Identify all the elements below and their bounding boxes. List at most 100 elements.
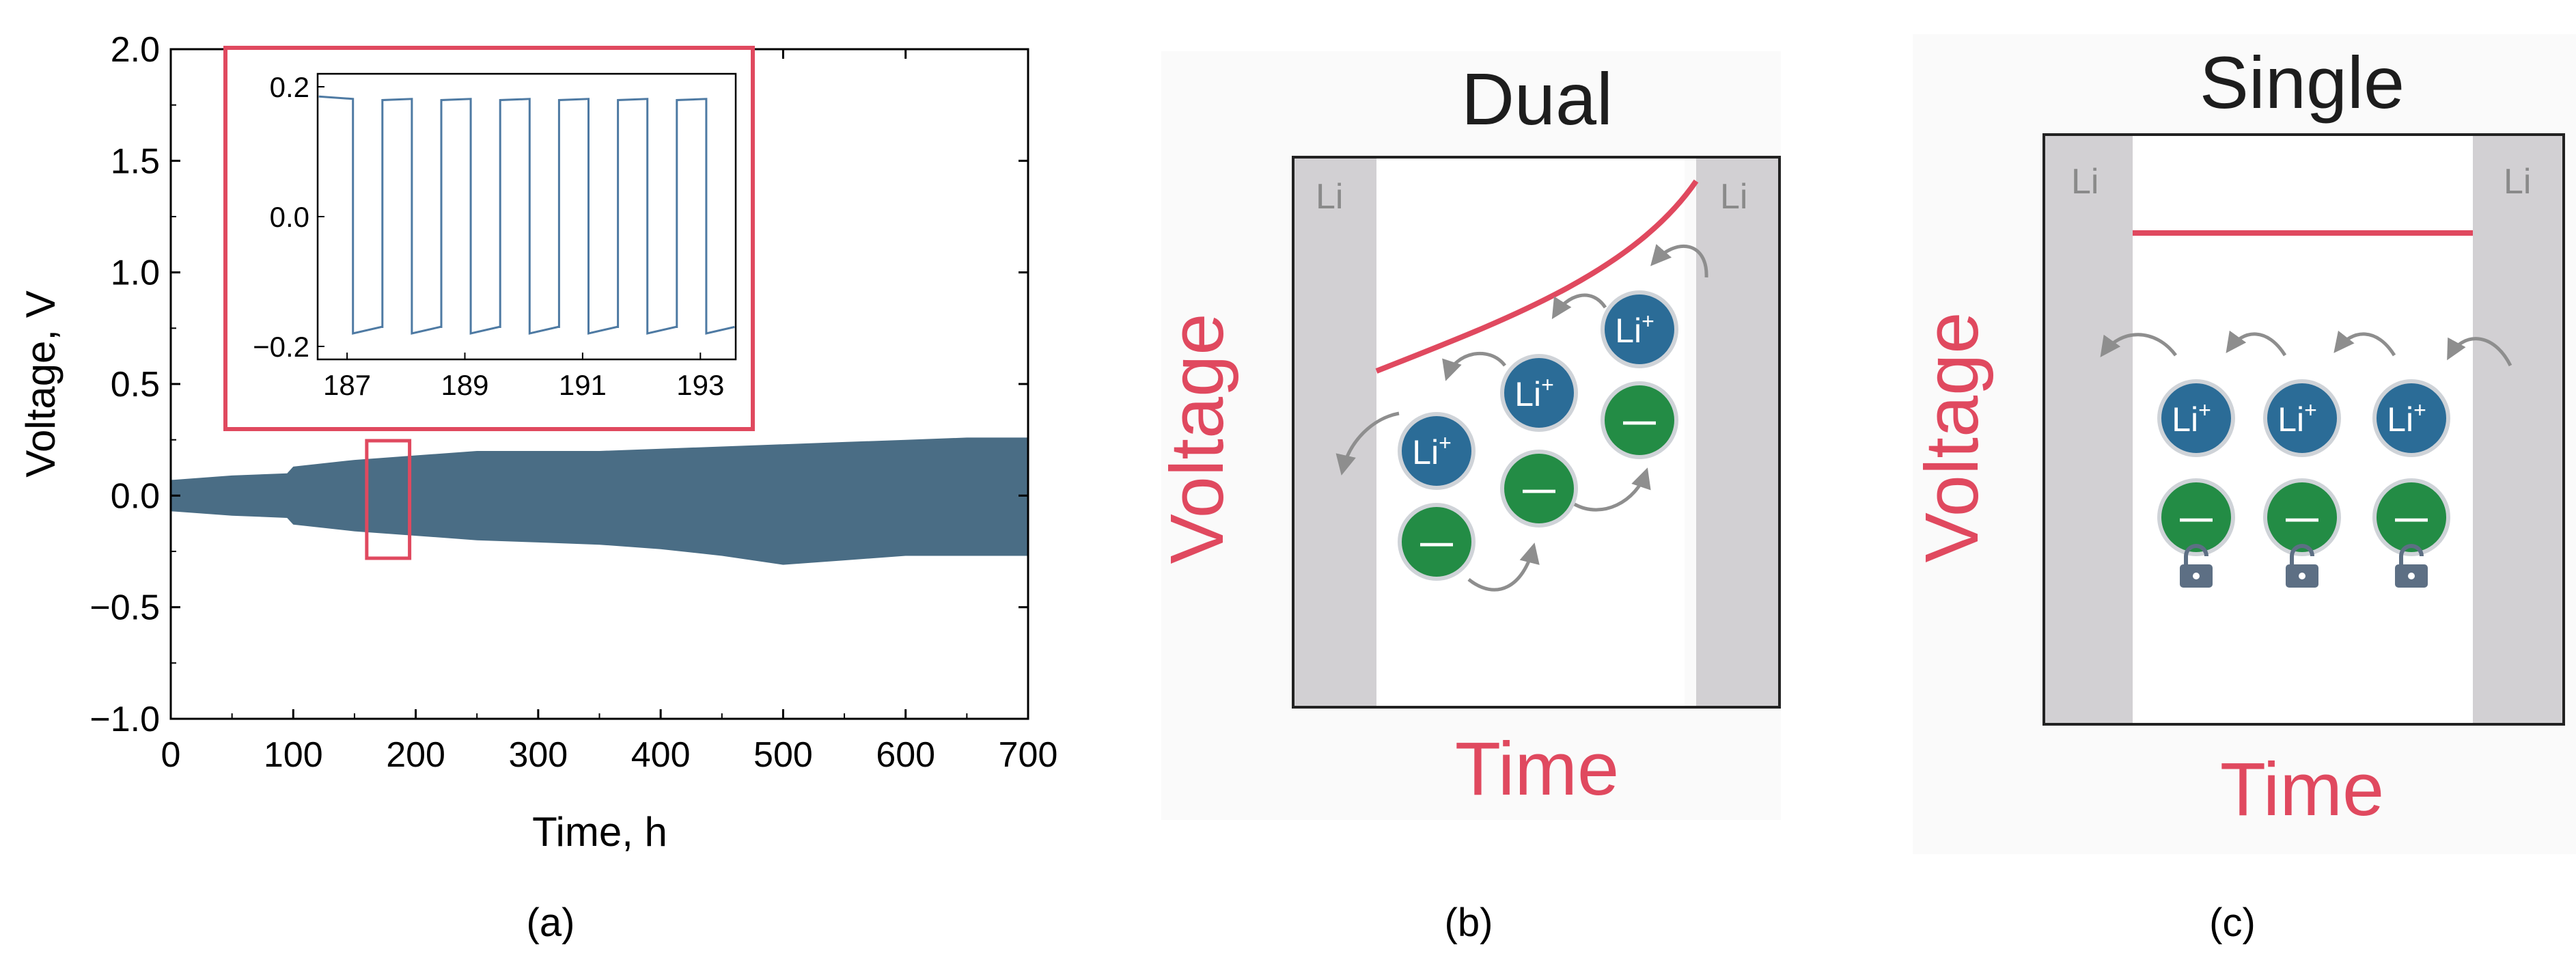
cation: Li+	[2372, 379, 2450, 457]
ion-flow-arrows	[1335, 244, 1708, 592]
anion: —	[2372, 478, 2450, 556]
x-axis-label: Time, h	[532, 809, 667, 855]
inset-frame	[223, 46, 755, 431]
anion: —	[1398, 503, 1476, 581]
right-electrode-label: Li	[1720, 177, 1747, 217]
inset-square-wave	[318, 95, 735, 335]
x-tick-label: 400	[631, 735, 691, 775]
cation-label: Li	[1514, 375, 1541, 413]
y-tick-label: 1.0	[111, 253, 160, 293]
panel-c-frame	[2042, 133, 2565, 726]
left-electrode	[2044, 135, 2133, 724]
voltage-envelope	[171, 437, 1028, 565]
ion-flow-arrows	[2100, 330, 2512, 367]
voltage-curve-rising	[1375, 179, 1699, 374]
cation: Li+	[1601, 290, 1678, 368]
panel-b-title: Dual	[1461, 57, 1613, 140]
y-tick-label: 0.5	[111, 365, 160, 404]
anion-symbol: —	[2180, 500, 2213, 536]
anion: —	[1601, 381, 1678, 459]
arrow-icon	[1335, 411, 1400, 476]
anion: —	[2263, 478, 2341, 556]
arrow-icon	[1467, 543, 1540, 592]
svg-text:Li+: Li+	[2387, 398, 2426, 439]
x-tick-label: 600	[876, 735, 935, 775]
caption-c: (c)	[2209, 901, 2256, 945]
panel-b-diagram: Dual Li Li Voltage Time Li+ Li+ Li+ — —	[1155, 51, 1781, 820]
y-tick-label: −1.0	[89, 700, 160, 739]
arrow-icon	[2100, 333, 2177, 357]
arrow-icon	[2447, 337, 2512, 367]
caption-b: (b)	[1445, 901, 1493, 945]
cation-charge: +	[2198, 398, 2211, 422]
panel-c-x-label: Time	[2220, 748, 2384, 832]
left-electrode-label: Li	[1316, 177, 1343, 217]
anion-symbol: —	[1623, 403, 1656, 439]
lock-icon	[2395, 544, 2428, 588]
cation-charge: +	[2413, 398, 2426, 422]
x-tick-label: 500	[753, 735, 813, 775]
svg-text:Li+: Li+	[2172, 398, 2211, 439]
x-tick-label: 300	[508, 735, 568, 775]
cation-label: Li	[1412, 433, 1439, 471]
panel-c-diagram: Single Li Li Voltage Time Li+ Li+ Li+ — …	[1910, 34, 2576, 854]
lock-icon	[2286, 544, 2318, 588]
cation: Li+	[1398, 412, 1476, 490]
cation-label: Li	[2387, 400, 2413, 439]
inset-chart: 187 189 191 193 0.2 0.0 −0.2	[223, 46, 755, 431]
left-electrode-label: Li	[2071, 162, 2099, 202]
inset-x-tick-label: 187	[323, 369, 371, 401]
y-axis-label: Voltage, V	[18, 290, 64, 478]
anion-symbol: —	[1523, 471, 1555, 508]
arrow-icon	[2333, 330, 2396, 357]
cation: Li+	[2263, 379, 2341, 457]
x-tick-label: 100	[264, 735, 323, 775]
y-tick-label: 0.0	[111, 476, 160, 516]
cation-label: Li	[2172, 400, 2198, 439]
inset-y-tick-label: 0.0	[270, 201, 309, 233]
x-tick-label: 700	[999, 735, 1058, 775]
lock-icon	[2180, 544, 2213, 588]
inset-x-tick-label: 191	[559, 369, 607, 401]
anion-symbol: —	[2286, 500, 2318, 536]
right-electrode-label: Li	[2504, 162, 2531, 202]
y-tick-label: 1.5	[111, 141, 160, 181]
panel-c-title: Single	[2200, 41, 2405, 124]
arrow-icon	[2226, 330, 2287, 357]
right-electrode	[1696, 157, 1779, 707]
arrow-icon	[1442, 351, 1506, 381]
cation-charge: +	[1541, 372, 1554, 397]
panel-b-y-label: Voltage	[1155, 313, 1239, 564]
anion: —	[1500, 450, 1578, 527]
cation-charge: +	[1642, 309, 1654, 333]
arrow-icon	[1650, 244, 1708, 278]
caption-a: (a)	[527, 901, 575, 945]
arrow-icon	[1573, 467, 1651, 512]
inset-y-tick-label: −0.2	[253, 331, 309, 363]
anion-symbol: —	[2395, 500, 2428, 536]
highlight-window	[365, 439, 412, 560]
panel-a-chart: 0 100 200 300 400 500 600 700 2.0 1.5 1.0 0.5 0.0 −0.…	[18, 30, 1057, 855]
cation-charge: +	[2304, 398, 2317, 422]
cation-label: Li	[2277, 400, 2304, 439]
panel-c-y-label: Voltage	[1910, 312, 1994, 562]
inset-x-tick-label: 189	[441, 369, 488, 401]
x-tick-label: 0	[161, 735, 181, 775]
anion: —	[2157, 478, 2235, 556]
svg-text:Li+: Li+	[2277, 398, 2317, 439]
inset-x-tick-label: 193	[676, 369, 724, 401]
cation-label: Li	[1615, 312, 1642, 350]
svg-text:Li+: Li+	[1514, 372, 1554, 413]
svg-text:Li+: Li+	[1615, 309, 1654, 350]
y-tick-label: −0.5	[89, 588, 160, 628]
inset-y-tick-label: 0.2	[270, 71, 309, 103]
cation: Li+	[2157, 379, 2235, 457]
panel-b-frame	[1292, 156, 1781, 709]
panel-b-x-label: Time	[1455, 727, 1619, 811]
y-tick-label: 2.0	[111, 30, 160, 70]
x-tick-label: 200	[386, 735, 445, 775]
cation-charge: +	[1439, 430, 1452, 455]
svg-text:Li+: Li+	[1412, 430, 1452, 471]
right-electrode	[2473, 135, 2564, 724]
